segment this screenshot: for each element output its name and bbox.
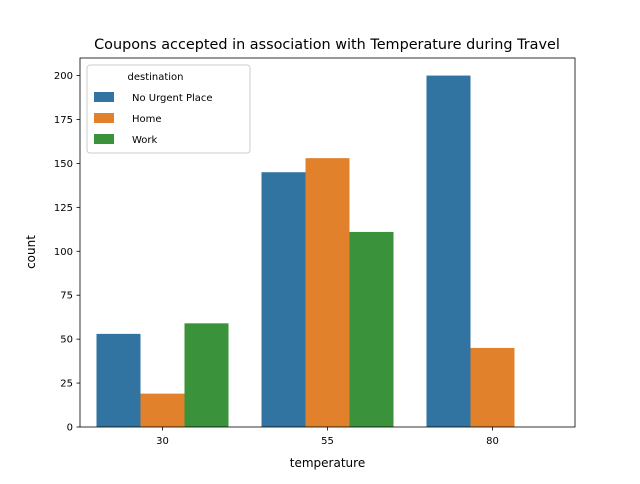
y-axis: 0 25 50 75 100 125 150 175 200: [54, 71, 80, 434]
bar-home-30: [140, 393, 185, 427]
legend-label-work: Work: [132, 135, 158, 146]
legend-swatch-no-urgent-place: [94, 92, 114, 102]
y-tick-label: 125: [54, 203, 73, 214]
x-axis: 30 55 80: [156, 427, 499, 447]
bar-work-30: [184, 323, 229, 427]
legend-title: destination: [127, 72, 183, 83]
y-tick-label: 0: [67, 423, 73, 434]
y-axis-label: count: [24, 235, 38, 269]
y-tick-label: 50: [60, 335, 73, 346]
bar-no-urgent-place-80: [426, 75, 471, 428]
bar-no-urgent-place-55: [261, 172, 306, 427]
legend-swatch-home: [94, 113, 114, 123]
y-tick-label: 175: [54, 115, 73, 126]
plot-area: [79, 57, 576, 428]
bar-home-55: [305, 158, 350, 427]
x-tick-label: 55: [321, 436, 334, 447]
y-tick-label: 75: [60, 291, 73, 302]
legend-label-no-urgent-place: No Urgent Place: [132, 93, 213, 104]
legend-frame: [86, 64, 251, 154]
x-axis-label: temperature: [290, 456, 365, 470]
chart-title: Coupons accepted in association with Tem…: [94, 37, 560, 53]
x-tick-label: 30: [156, 436, 169, 447]
bar-no-urgent-place-30: [96, 333, 141, 427]
legend-label-home: Home: [132, 114, 162, 125]
bar-home-80: [470, 347, 515, 427]
legend-swatch-work: [94, 134, 114, 144]
x-tick-label: 80: [486, 436, 499, 447]
bar-work-55: [349, 231, 394, 427]
y-tick-label: 200: [54, 71, 73, 82]
y-tick-label: 25: [60, 379, 73, 390]
y-tick-label: 150: [54, 159, 73, 170]
legend: destination No Urgent Place Home Work: [86, 64, 251, 154]
y-tick-label: 100: [54, 247, 73, 258]
